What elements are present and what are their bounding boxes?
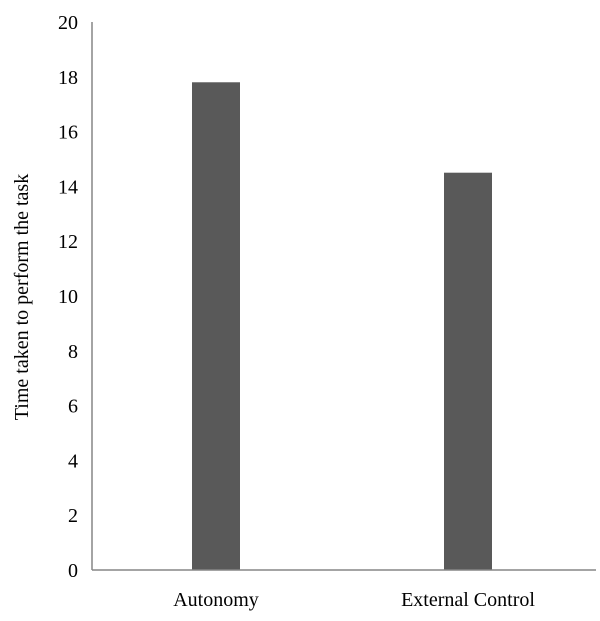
x-tick-label: Autonomy [173,589,259,611]
y-axis-title: Time taken to perform the task [11,174,33,420]
y-tick-label: 6 [68,396,78,418]
y-tick-label: 12 [58,231,78,253]
y-axis-ticks: 0 2 4 6 8 10 12 14 16 18 20 [58,12,78,582]
y-tick-label: 14 [58,176,78,198]
bar [192,82,240,570]
y-tick-label: 20 [58,12,78,34]
y-axis-title-group: Time taken to perform the task [11,174,33,420]
y-tick-label: 16 [58,122,78,144]
bars [192,82,492,570]
y-tick-label: 2 [68,505,78,527]
y-tick-label: 4 [68,450,78,472]
x-axis-tick-labels: Autonomy External Control [173,589,535,611]
y-tick-label: 10 [58,286,78,308]
bar [444,172,492,570]
y-tick-label: 8 [68,341,78,363]
y-tick-label: 18 [58,67,78,89]
y-tick-label: 0 [68,560,78,582]
x-tick-label: External Control [401,589,535,611]
